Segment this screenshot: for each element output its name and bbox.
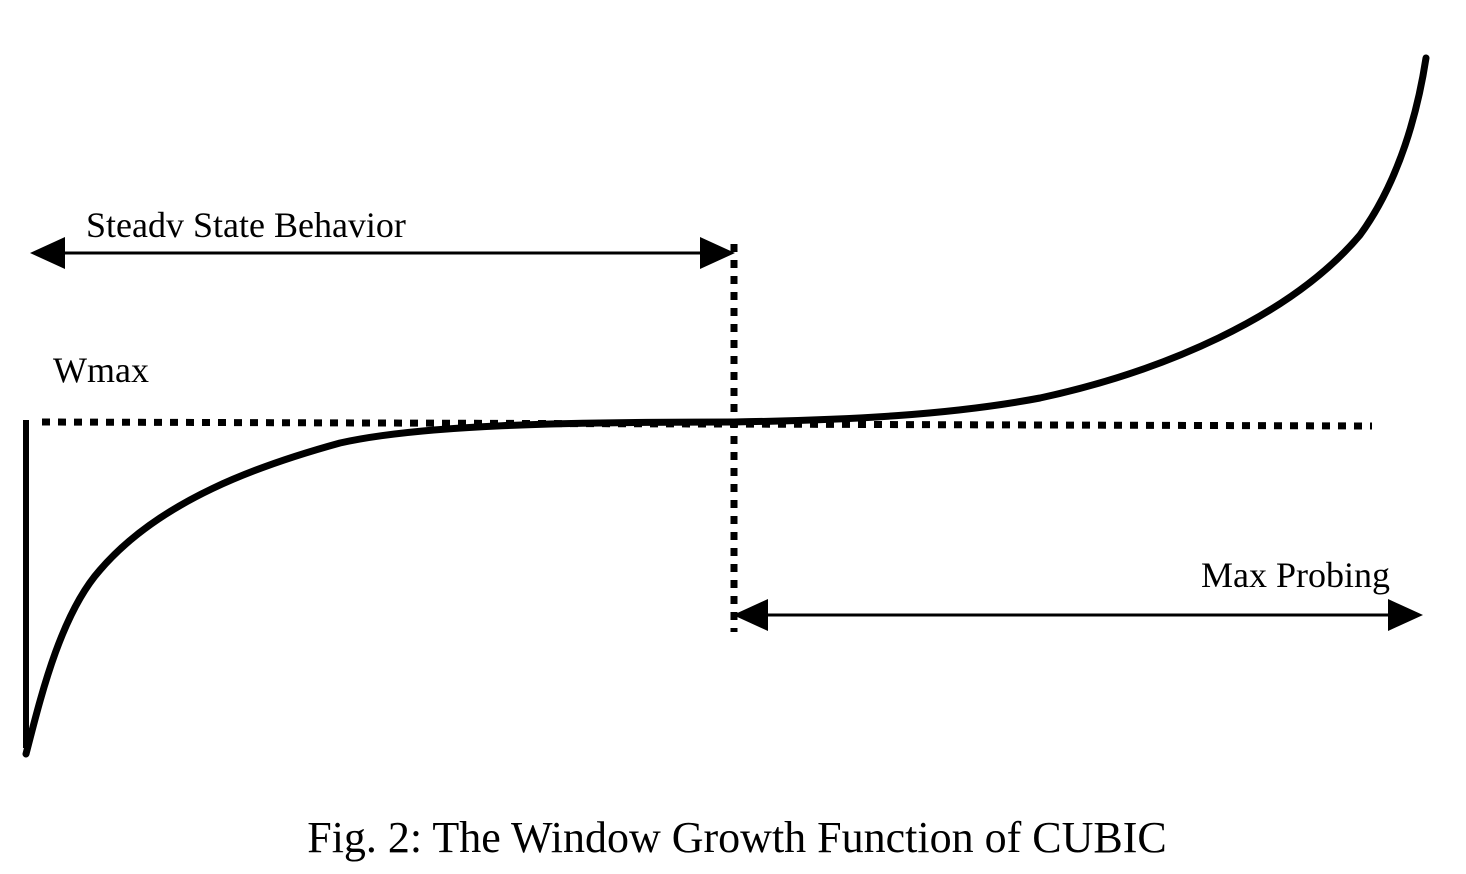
max-probing-label: Max Probing — [1201, 555, 1390, 595]
wmax-dotted-line — [41, 418, 1373, 430]
cubic-growth-curve — [22, 54, 1430, 758]
figure-caption: Fig. 2: The Window Growth Function of CU… — [307, 813, 1167, 862]
max-probing-arrow — [733, 599, 1423, 631]
steady-state-label: Steadv State Behavior — [86, 205, 406, 245]
steady-state-arrow-right-head — [700, 237, 735, 269]
max-probing-arrow-right-head — [1388, 599, 1423, 631]
wmax-label: Wmax — [53, 350, 149, 390]
steady-state-arrow — [30, 237, 735, 269]
steady-state-arrow-left-head — [30, 237, 65, 269]
max-probing-arrow-left-head — [733, 599, 768, 631]
